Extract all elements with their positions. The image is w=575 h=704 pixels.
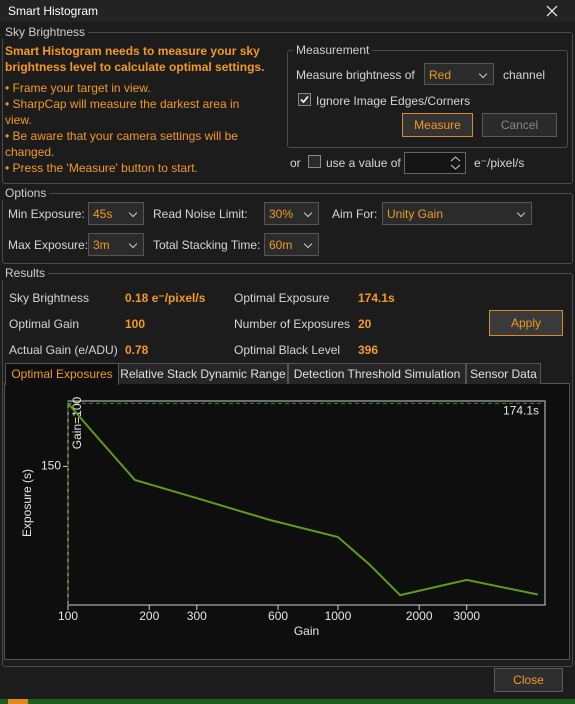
exposure-chart: 100 200 300 600 1000 2000 3000 150 Gain Exposure … [20, 396, 546, 638]
result-label: Optimal Exposure [234, 291, 330, 305]
options-legend: Options [2, 186, 50, 200]
edges-checkbox[interactable] [298, 93, 311, 106]
x-axis-label: Gain [294, 624, 319, 638]
bullet-list: • Frame your target in view. • SharpCap … [5, 80, 267, 176]
result-label: Optimal Gain [9, 317, 80, 331]
max-exposure-select[interactable]: 3m [88, 233, 144, 256]
result-label: Sky Brightness [9, 291, 90, 305]
tab[interactable]: Detection Threshold Simulation [288, 363, 466, 384]
close-icon[interactable] [546, 5, 558, 17]
result-value: 20 [358, 317, 372, 331]
x-tick-label: 600 [268, 609, 288, 623]
stacking-time-label: Total Stacking Time: [153, 238, 261, 252]
x-tick-label: 200 [139, 609, 159, 623]
result-label: Actual Gain (e/ADU) [9, 343, 118, 357]
x-tick-label: 300 [187, 609, 207, 623]
sky-legend: Sky Brightness [2, 25, 89, 39]
x-tick-label: 3000 [453, 609, 480, 623]
results-group [2, 273, 573, 667]
value-input[interactable] [404, 152, 466, 174]
aim-for-label: Aim For: [332, 207, 378, 221]
measurement-group [287, 50, 568, 148]
edges-label: Ignore Image Edges/Corners [316, 94, 471, 108]
min-exposure-select[interactable]: 45s [88, 202, 144, 225]
tab[interactable]: Relative Stack Dynamic Range [118, 363, 288, 384]
exposure-ref-label: 174.1s [503, 404, 539, 418]
close-button[interactable]: Close [494, 668, 563, 692]
results-legend: Results [2, 266, 49, 280]
bullet: • Press the 'Measure' button to start. [5, 161, 198, 175]
use-value-label: use a value of [326, 156, 401, 170]
min-exposure-label: Min Exposure: [8, 207, 85, 221]
result-value: 100 [125, 317, 146, 331]
gain-ref-label: Gain=100 [70, 396, 84, 449]
result-label: Number of Exposures [234, 317, 351, 331]
cancel-button[interactable]: Cancel [482, 113, 557, 137]
sky-heading: Smart Histogram needs to measure your sk… [5, 44, 265, 74]
stacking-time-select[interactable]: 60m [264, 233, 319, 256]
apply-button[interactable]: Apply [489, 310, 563, 336]
status-strip [0, 699, 575, 704]
tab[interactable]: Sensor Data [466, 363, 541, 384]
max-exposure-label: Max Exposure: [8, 238, 89, 252]
bullet: • Frame your target in view. [5, 81, 151, 95]
window-title: Smart Histogram [8, 4, 99, 18]
channel-select[interactable]: Red [424, 63, 494, 85]
bullet: • Be aware that your camera settings wil… [5, 129, 238, 159]
channel-suffix: channel [503, 68, 546, 82]
status-marker [8, 699, 28, 704]
measure-button[interactable]: Measure [402, 113, 473, 137]
result-value: 174.1s [358, 291, 395, 305]
measurement-legend: Measurement [293, 43, 373, 57]
x-tick-label: 1000 [325, 609, 352, 623]
x-tick-label: 100 [58, 609, 78, 623]
measure-label: Measure brightness of [296, 68, 415, 82]
title-bar [0, 0, 575, 22]
read-noise-label: Read Noise Limit: [153, 207, 248, 221]
y-axis-label: Exposure (s) [20, 469, 34, 537]
exposure-line [67, 402, 539, 597]
plot-frame [67, 400, 546, 606]
unit-label: e⁻/pixel/s [474, 156, 525, 170]
options-group [2, 193, 573, 264]
x-tick-label: 2000 [406, 609, 433, 623]
read-noise-select[interactable]: 30% [264, 202, 319, 225]
aim-for-select[interactable]: Unity Gain [382, 202, 532, 225]
y-tick-label: 150 [41, 459, 61, 473]
result-value: 0.18 e⁻/pixel/s [125, 291, 206, 305]
tab[interactable]: Optimal Exposures [5, 363, 119, 385]
result-value: 396 [358, 343, 379, 357]
or-label: or [290, 156, 301, 170]
bullet: • SharpCap will measure the darkest area… [5, 97, 240, 127]
result-value: 0.78 [125, 343, 149, 357]
spinner[interactable] [447, 153, 464, 173]
tab-pane [4, 383, 570, 660]
value-checkbox[interactable] [308, 155, 321, 168]
sky-group [2, 32, 573, 184]
result-label: Optimal Black Level [234, 343, 341, 357]
